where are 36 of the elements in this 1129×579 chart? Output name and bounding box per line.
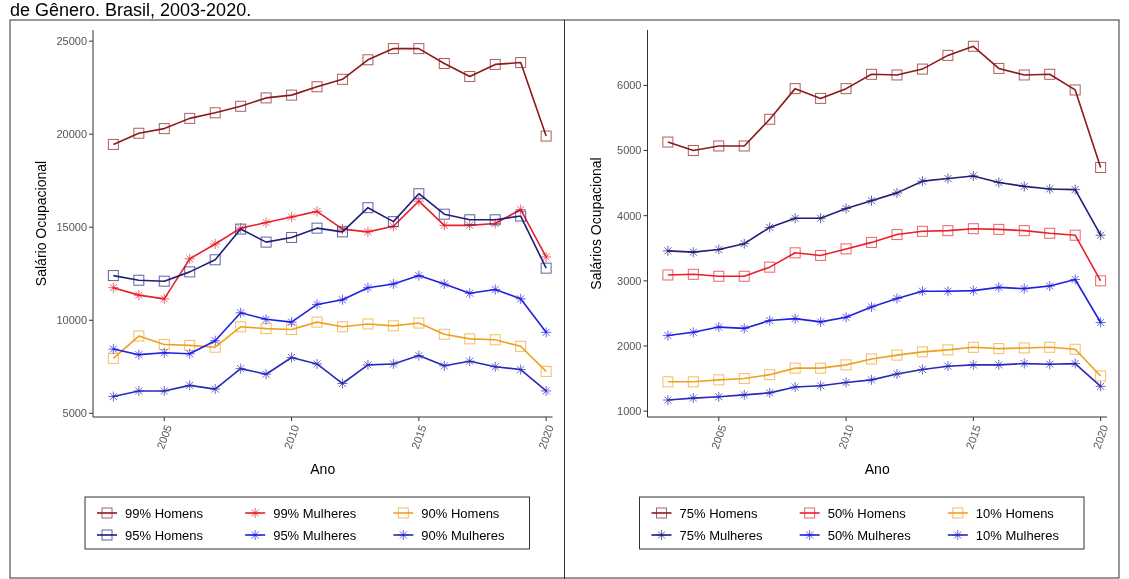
x-tick-label: 2010	[281, 423, 302, 451]
y-tick-label: 1000	[617, 404, 642, 417]
x-tick-label: 2020	[536, 423, 556, 451]
y-tick-label: 10000	[56, 314, 87, 327]
y-tick-label: 15000	[56, 221, 87, 234]
legend-label: 75% Homens	[679, 505, 759, 521]
y-tick-label: 4000	[617, 209, 642, 222]
y-tick-label: 2000	[617, 339, 642, 352]
legend-label: 50% Mulheres	[827, 527, 912, 543]
y-tick-label: 5000	[617, 144, 642, 157]
y-tick-label: 25000	[56, 35, 87, 48]
legend-label: 90% Mulheres	[421, 527, 505, 543]
legend-label: 10% Homens	[975, 505, 1055, 521]
chart-title: de Gênero. Brasil, 2003-2020.	[10, 0, 252, 20]
y-tick-label: 20000	[56, 128, 87, 141]
legend-label: 50% Homens	[827, 505, 907, 521]
x-tick-label: 2010	[836, 423, 856, 451]
y-tick-label: 5000	[62, 407, 87, 420]
x-tick-label: 2015	[408, 423, 429, 451]
y-tick-label: 6000	[617, 79, 642, 92]
legend-label: 10% Mulheres	[975, 527, 1060, 543]
y-tick-label: 3000	[617, 274, 642, 287]
x-tick-label: 2015	[963, 423, 984, 451]
x-tick-label: 2005	[708, 423, 729, 451]
legend-label: 99% Homens	[125, 505, 204, 521]
x-tick-label: 2020	[1090, 423, 1111, 451]
legend-label: 90% Homens	[421, 505, 500, 521]
legend-label: 95% Homens	[125, 527, 204, 543]
legend-label: 75% Mulheres	[679, 527, 764, 543]
y-axis-title: Salários Ocupacional	[587, 157, 604, 290]
y-axis-title: Salário Ocupacional	[33, 160, 49, 287]
x-axis-title: Ano	[310, 461, 336, 477]
x-axis-title: Ano	[864, 461, 890, 477]
x-tick-label: 2005	[154, 423, 174, 451]
legend-label: 95% Mulheres	[273, 527, 357, 543]
legend-label: 99% Mulheres	[273, 505, 357, 521]
